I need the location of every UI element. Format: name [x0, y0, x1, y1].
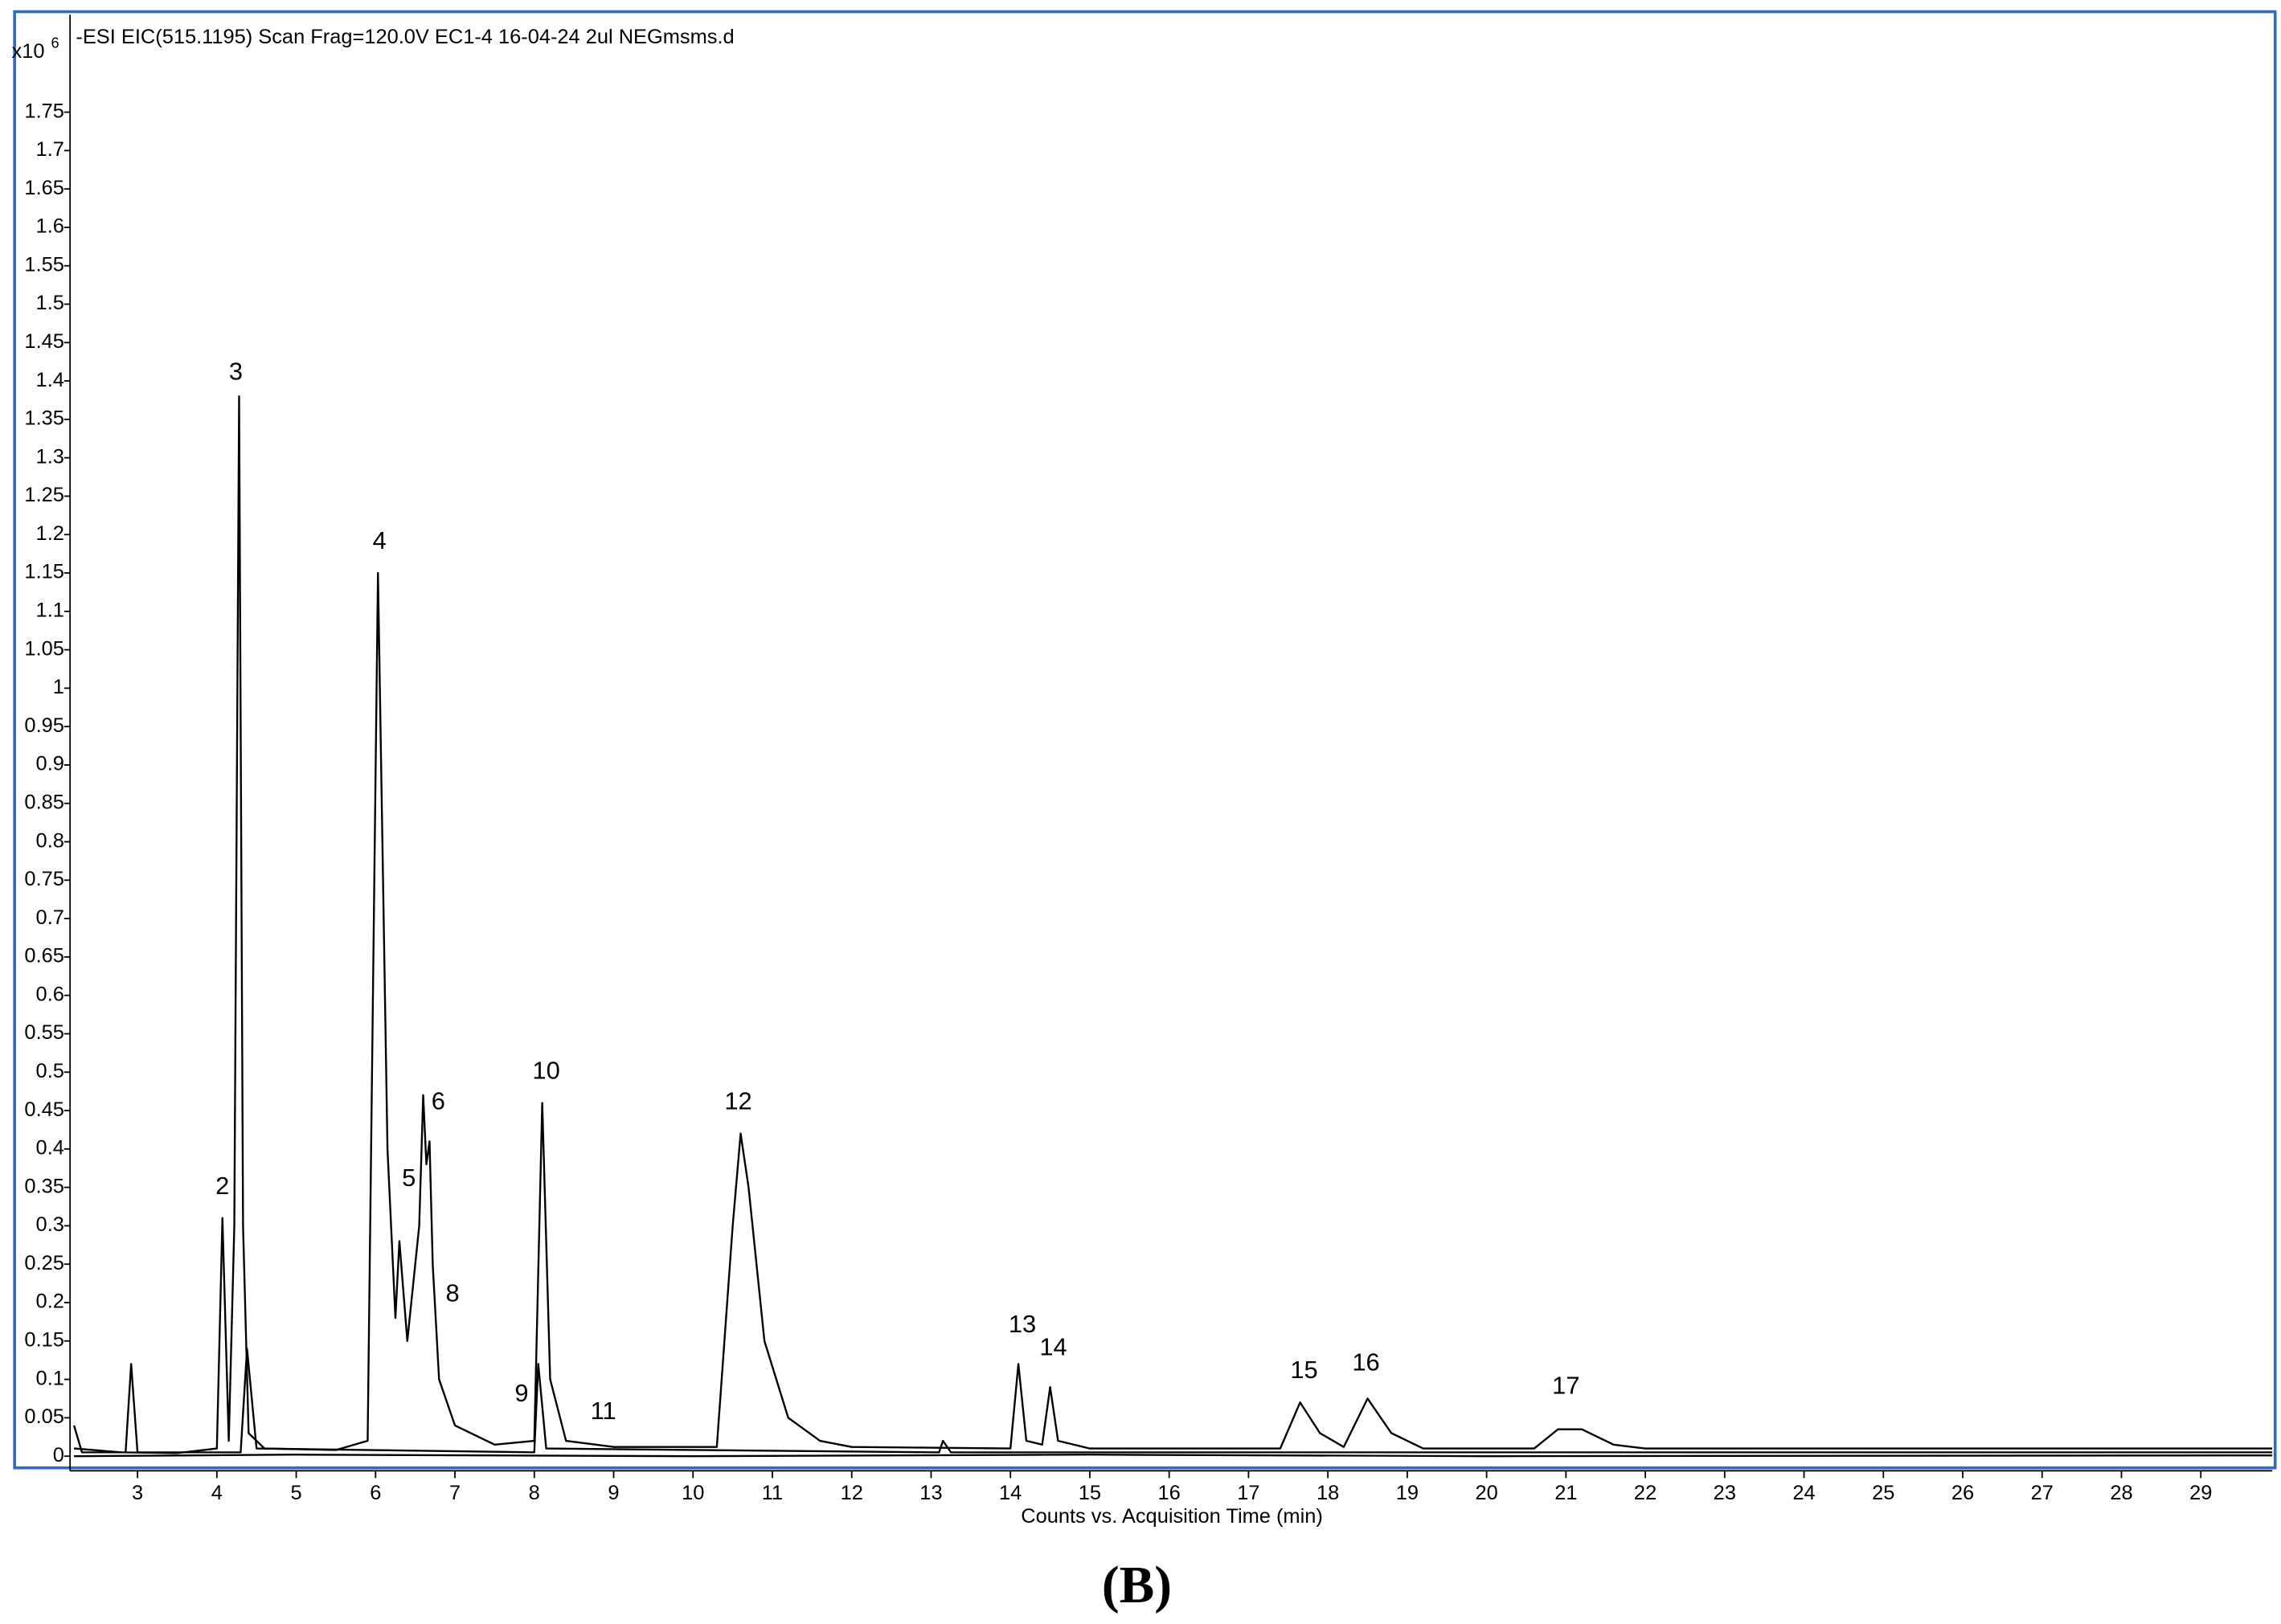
peak-label: 6 [432, 1087, 445, 1115]
x-tick-label: 9 [608, 1482, 619, 1504]
y-tick-label: 0.2 [36, 1291, 64, 1313]
y-tick-label: 0.1 [36, 1367, 64, 1389]
x-tick-label: 15 [1079, 1482, 1101, 1504]
y-tick-label: 0.9 [36, 753, 64, 775]
y-tick-label: 1.6 [36, 215, 64, 238]
y-tick-label: 0.15 [24, 1329, 63, 1352]
peak-label: 15 [1290, 1356, 1317, 1384]
y-tick-label: 0.05 [24, 1405, 63, 1428]
x-tick-label: 26 [1951, 1482, 1974, 1504]
y-tick-label: 1.45 [24, 330, 63, 353]
y-tick-label: 0.95 [24, 714, 63, 737]
x-tick-label: 18 [1317, 1482, 1339, 1504]
x-tick-label: 10 [682, 1482, 704, 1504]
x-tick-label: 11 [762, 1482, 783, 1504]
y-tick-label: 0.4 [36, 1137, 64, 1160]
x-tick-label: 29 [2189, 1482, 2212, 1504]
x-tick-label: 17 [1237, 1482, 1259, 1504]
y-exponent: 6 [51, 35, 59, 51]
y-tick-label: 0.75 [24, 868, 63, 890]
y-tick-label: 1 [53, 676, 64, 698]
y-tick-label: 0.6 [36, 983, 64, 1005]
y-multiplier: x10 [12, 40, 45, 63]
x-tick-label: 22 [1634, 1482, 1656, 1504]
x-tick-label: 3 [132, 1482, 143, 1504]
y-tick-label: 0.7 [36, 906, 64, 929]
y-tick-label: 0 [53, 1444, 64, 1467]
y-tick-label: 1.4 [36, 369, 64, 391]
y-tick-label: 0.35 [24, 1175, 63, 1197]
y-tick-label: 1.1 [36, 599, 64, 622]
y-tick-label: 1.05 [24, 637, 63, 660]
caption: (B) [1102, 1557, 1172, 1614]
y-tick-label: 1.2 [36, 522, 64, 545]
peak-label: 16 [1352, 1348, 1379, 1377]
peak-label: 10 [532, 1056, 559, 1084]
y-tick-label: 1.75 [24, 100, 63, 122]
x-tick-label: 23 [1714, 1482, 1736, 1504]
chart-title: -ESI EIC(515.1195) Scan Frag=120.0V EC1-… [76, 26, 734, 48]
x-tick-label: 13 [919, 1482, 942, 1504]
peak-label: 8 [445, 1279, 459, 1307]
peak-label: 3 [229, 358, 243, 386]
x-tick-label: 14 [999, 1482, 1022, 1504]
x-tick-label: 28 [2110, 1482, 2132, 1504]
y-tick-label: 1.3 [36, 445, 64, 468]
y-tick-label: 0.85 [24, 791, 63, 813]
y-tick-label: 0.55 [24, 1021, 63, 1044]
x-tick-label: 25 [1872, 1482, 1894, 1504]
x-axis-label: Counts vs. Acquisition Time (min) [1021, 1505, 1323, 1528]
plot-frame [13, 10, 2277, 1470]
y-tick-label: 0.25 [24, 1252, 63, 1274]
x-tick-label: 8 [529, 1482, 540, 1504]
y-tick-label: 1.65 [24, 177, 63, 199]
y-tick-label: 1.55 [24, 253, 63, 276]
peak-label: 17 [1552, 1371, 1579, 1399]
y-tick-label: 1.5 [36, 292, 64, 314]
peak-label: 13 [1009, 1310, 1036, 1338]
trace-line [73, 395, 2273, 1454]
x-tick-label: 7 [449, 1482, 461, 1504]
y-tick-label: 1.7 [36, 138, 64, 161]
peak-label: 5 [402, 1164, 416, 1192]
peak-label: 11 [591, 1397, 616, 1425]
peak-label: 9 [514, 1379, 528, 1407]
x-tick-label: 24 [1792, 1482, 1815, 1504]
peak-label: 4 [373, 526, 387, 554]
y-tick-label: 1.35 [24, 407, 63, 430]
trace-line [72, 1348, 2273, 1454]
y-tick-label: 1.15 [24, 561, 63, 583]
y-tick-label: 0.8 [36, 829, 64, 852]
y-tick-label: 0.5 [36, 1060, 64, 1082]
peak-label: 2 [215, 1172, 229, 1200]
x-tick-label: 6 [370, 1482, 381, 1504]
x-tick-label: 19 [1396, 1482, 1419, 1504]
y-tick-label: 0.45 [24, 1098, 63, 1121]
x-tick-label: 12 [841, 1482, 863, 1504]
peak-label: 14 [1039, 1332, 1067, 1360]
x-tick-label: 21 [1554, 1482, 1577, 1504]
trace-line [74, 1454, 2273, 1458]
x-tick-label: 16 [1158, 1482, 1181, 1504]
peak-label: 12 [724, 1087, 751, 1115]
x-tick-label: 27 [2031, 1482, 2054, 1504]
x-tick-label: 20 [1475, 1482, 1497, 1504]
x-tick-label: 5 [290, 1482, 301, 1504]
y-tick-label: 0.3 [36, 1213, 64, 1236]
x-tick-label: 4 [211, 1482, 223, 1504]
y-tick-label: 0.65 [24, 945, 63, 967]
y-tick-label: 1.25 [24, 484, 63, 506]
